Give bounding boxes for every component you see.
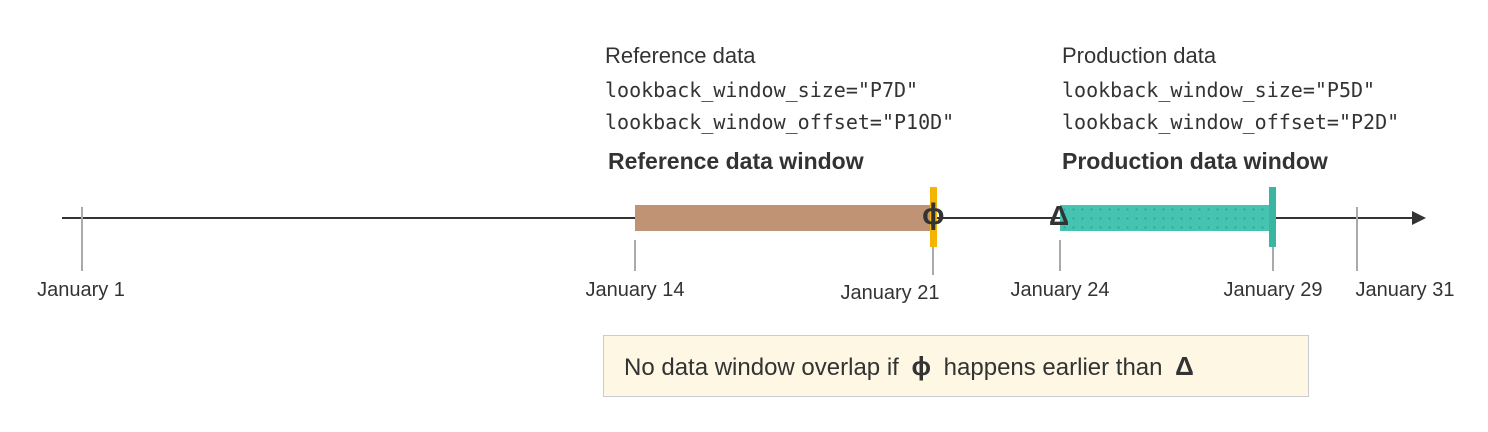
reference-size: lookback_window_size="P7D" <box>605 78 919 102</box>
date-label: January 1 <box>37 279 125 301</box>
date-label: January 14 <box>585 279 685 301</box>
production-window-label: Production data window <box>1062 148 1328 174</box>
date-label: January 29 <box>1223 279 1323 301</box>
delta-symbol: Δ <box>1049 200 1070 231</box>
tick <box>1059 240 1061 271</box>
reference-window-label: Reference data window <box>608 148 864 174</box>
arrow-head-icon <box>1412 211 1426 225</box>
note-text-middle: happens earlier than <box>943 354 1163 381</box>
phi-symbol: ϕ <box>922 198 945 231</box>
date-label: January 24 <box>1010 279 1110 301</box>
date-label: January 21 <box>840 282 940 304</box>
reference-title: Reference data <box>605 43 756 68</box>
tick <box>1272 247 1274 271</box>
tick <box>1356 207 1358 271</box>
production-offset: lookback_window_offset="P2D" <box>1062 110 1400 134</box>
tick <box>932 247 934 275</box>
reference-offset: lookback_window_offset="P10D" <box>605 110 955 134</box>
production-title: Production data <box>1062 43 1217 68</box>
tick <box>634 240 636 271</box>
note-text-before: No data window overlap if <box>624 354 899 381</box>
tick <box>81 207 83 271</box>
reference-window-bar <box>635 205 931 231</box>
production-size: lookback_window_size="P5D" <box>1062 78 1376 102</box>
production-end-marker <box>1269 187 1276 247</box>
date-label: January 31 <box>1355 279 1455 301</box>
production-window-bar <box>1060 205 1272 231</box>
reference-end-marker <box>930 187 937 247</box>
phi-symbol: ϕ <box>911 351 932 381</box>
overlap-note: No data window overlap if ϕ happens earl… <box>603 335 1309 397</box>
delta-symbol: Δ <box>1175 351 1194 381</box>
